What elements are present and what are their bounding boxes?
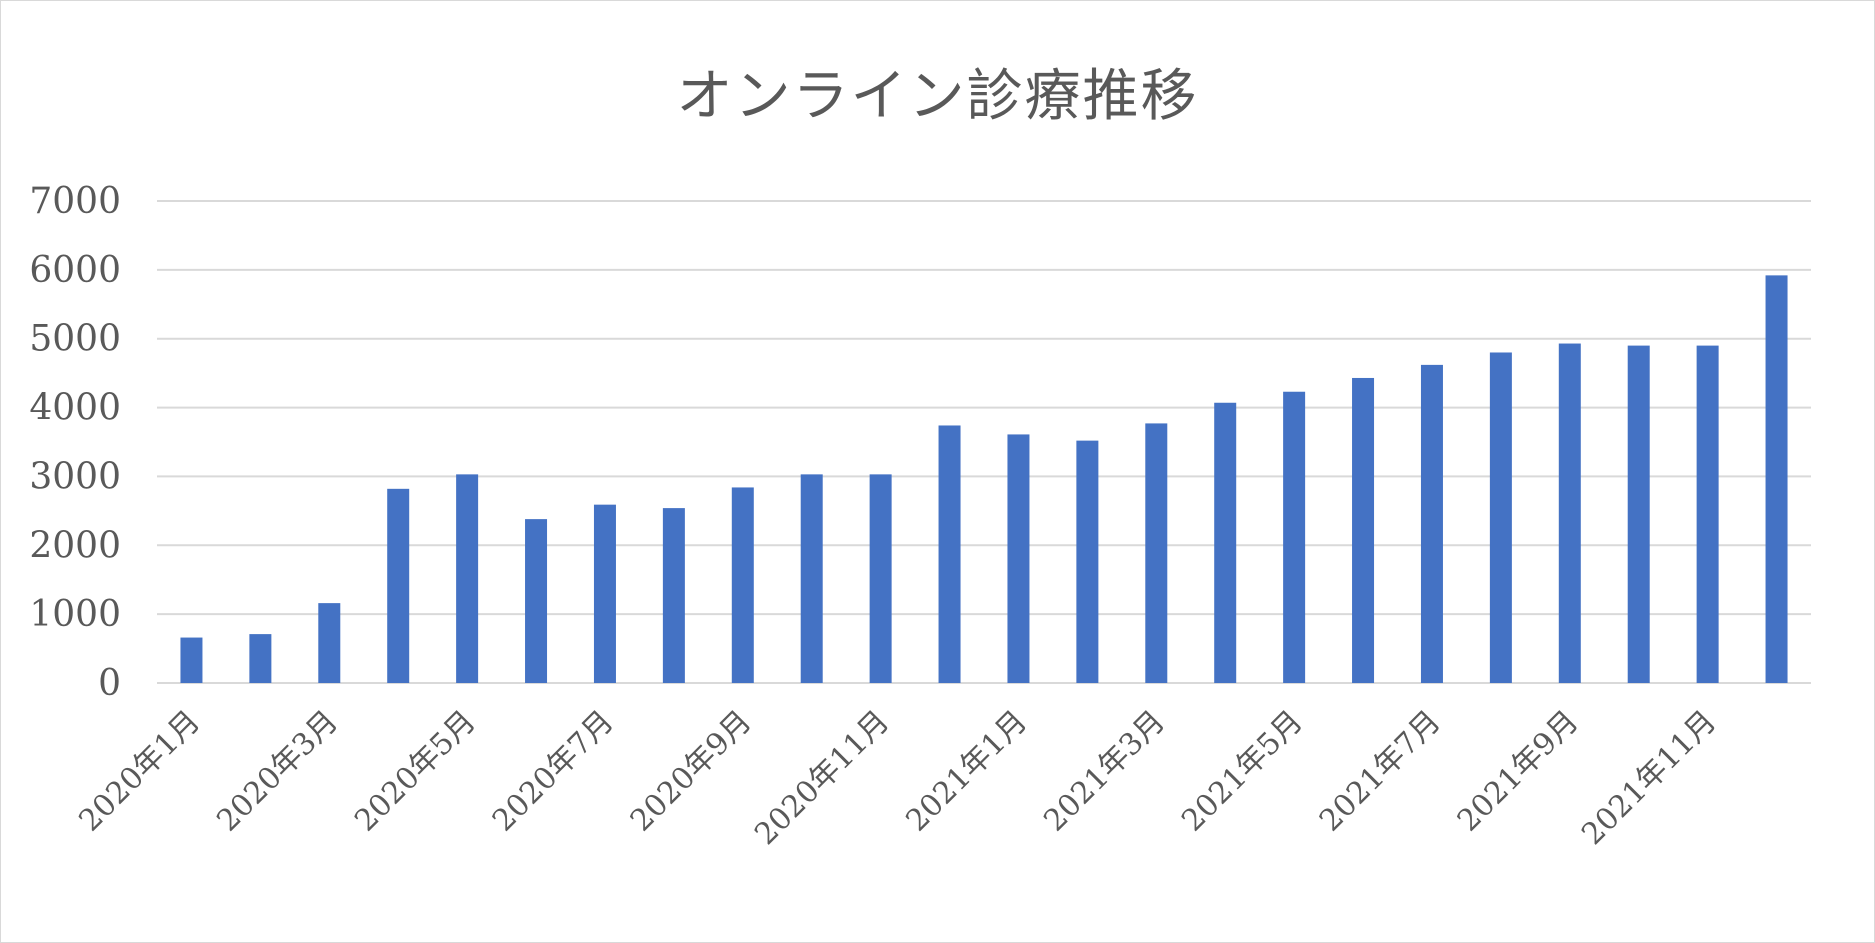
bar-2021年7月 bbox=[1420, 364, 1443, 683]
x-tick-label: 2021年5月 bbox=[1175, 704, 1310, 839]
bar-2020年4月 bbox=[387, 488, 410, 683]
bar-2020年10月 bbox=[800, 474, 823, 683]
bar-2021年6月 bbox=[1352, 377, 1375, 683]
bar-2021年5月 bbox=[1283, 391, 1306, 683]
y-tick-label: 4000 bbox=[29, 388, 121, 429]
x-tick-label: 2020年11月 bbox=[748, 704, 896, 852]
x-tick-label: 2020年1月 bbox=[72, 704, 207, 839]
x-tick-label: 2021年9月 bbox=[1451, 704, 1586, 839]
bar-2021年8月 bbox=[1489, 352, 1512, 683]
bar-2020年8月 bbox=[662, 508, 685, 683]
bar-2021年1月 bbox=[1007, 434, 1030, 683]
bar-2021年9月 bbox=[1558, 343, 1581, 683]
x-tick-label: 2021年7月 bbox=[1313, 704, 1448, 839]
y-tick-label: 1000 bbox=[29, 594, 121, 635]
x-tick-label: 2020年5月 bbox=[348, 704, 483, 839]
x-tick-label: 2020年9月 bbox=[624, 704, 759, 839]
bar-2020年7月 bbox=[593, 504, 616, 683]
bar-2021年11月 bbox=[1696, 345, 1719, 683]
bar-2020年6月 bbox=[525, 519, 548, 683]
bar-2020年12月 bbox=[938, 425, 961, 683]
bar-2021年2月 bbox=[1076, 440, 1099, 683]
bar-2020年3月 bbox=[318, 603, 341, 683]
bar-2021年12月 bbox=[1765, 275, 1788, 683]
y-tick-label: 2000 bbox=[29, 525, 121, 566]
bar-2020年11月 bbox=[869, 474, 892, 683]
bar-2020年2月 bbox=[249, 634, 272, 683]
bar-2021年3月 bbox=[1145, 423, 1168, 683]
bar-2020年9月 bbox=[731, 487, 754, 683]
x-tick-label: 2021年1月 bbox=[899, 704, 1034, 839]
x-tick-label: 2021年3月 bbox=[1037, 704, 1172, 839]
bars bbox=[180, 275, 1788, 683]
x-tick-label: 2021年11月 bbox=[1575, 704, 1723, 852]
x-axis-ticks: 2020年1月 2020年3月 2020年5月 2020年7月 2020年9月2020年… bbox=[72, 704, 1723, 852]
y-axis-ticks: 0 1000 2000 3000 4000 5000 6000 7000 bbox=[29, 181, 121, 704]
bar-2020年5月 bbox=[456, 474, 479, 683]
y-tick-label: 7000 bbox=[29, 181, 121, 222]
x-tick-label: 2020年3月 bbox=[210, 704, 345, 839]
gridlines bbox=[157, 200, 1811, 684]
bar-2021年4月 bbox=[1214, 402, 1237, 683]
chart-title: オンライン診療推移 bbox=[676, 64, 1199, 129]
y-tick-label: 6000 bbox=[29, 250, 121, 291]
bar-2020年1月 bbox=[180, 637, 203, 683]
y-tick-label: 0 bbox=[98, 663, 121, 704]
bar-2021年10月 bbox=[1627, 345, 1650, 683]
x-tick-label: 2020年7月 bbox=[486, 704, 621, 839]
y-tick-label: 3000 bbox=[29, 456, 121, 497]
y-tick-label: 5000 bbox=[29, 319, 121, 360]
